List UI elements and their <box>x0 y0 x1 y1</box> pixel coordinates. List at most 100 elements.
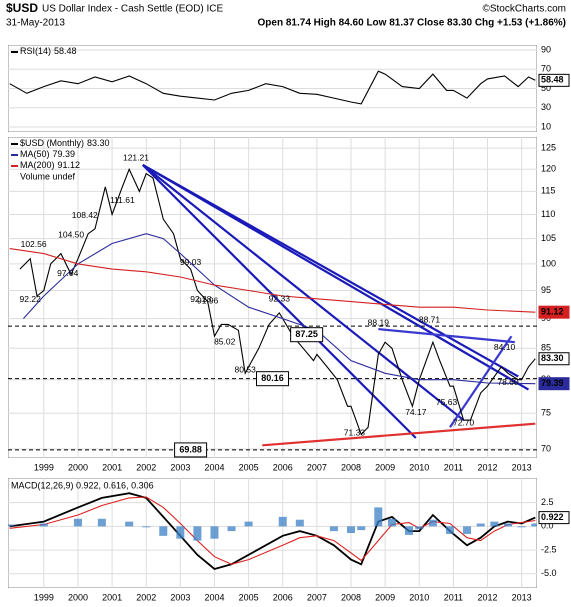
plot-area <box>8 45 537 132</box>
legend-label: $USD (Monthly) 83.30 <box>20 138 110 148</box>
y-tick-label: 125 <box>541 142 556 152</box>
y-tick-label: 10 <box>541 121 551 131</box>
legend-name: RSI(14) <box>20 46 51 56</box>
x-tick-label: 2006 <box>273 462 293 472</box>
x-tick-label: 2013 <box>512 592 532 602</box>
x-tick-label: 2007 <box>307 462 327 472</box>
series-line <box>9 70 536 105</box>
value-box <box>538 377 570 391</box>
y-tick-label: 70 <box>541 443 551 453</box>
y-tick-label: 30 <box>541 102 551 112</box>
point-label: 75.63 <box>436 397 458 407</box>
y-tick-label: 85 <box>541 343 551 353</box>
point-label: 88.71 <box>419 314 441 324</box>
value-box-label: 79.39 <box>541 378 564 388</box>
callout-label: 69.88 <box>179 444 202 454</box>
point-label: 80.53 <box>235 365 257 375</box>
point-label: 91.96 <box>197 296 219 306</box>
histogram-bar <box>405 526 414 535</box>
x-tick-label: 2011 <box>444 592 463 602</box>
x-tick-label: 2004 <box>204 592 224 602</box>
x-tick-label: 2005 <box>239 462 259 472</box>
value-box <box>538 511 570 525</box>
x-tick-label: 1999 <box>34 462 54 472</box>
histogram-bar <box>295 519 304 527</box>
point-label: 71.33 <box>344 428 366 438</box>
y-tick-label: 110 <box>541 209 555 219</box>
x-tick-label: 2007 <box>307 592 327 602</box>
point-label: 102.56 <box>21 239 47 249</box>
y-tick-label: 2.5 <box>541 497 554 507</box>
x-tick-label: 2012 <box>477 462 497 472</box>
histogram-bar <box>476 523 485 527</box>
point-label: 99.03 <box>180 257 202 267</box>
y-tick-label: 90 <box>541 44 551 54</box>
x-tick-label: 2003 <box>170 462 190 472</box>
y-tick-label: 95 <box>541 285 551 295</box>
histogram-bar <box>176 526 185 539</box>
x-tick-label: 1999 <box>34 592 54 602</box>
histogram-bar <box>374 507 383 527</box>
histogram-bar <box>428 519 437 527</box>
x-tick-label: 2002 <box>136 462 156 472</box>
histogram-bar <box>8 524 14 527</box>
legend-label: RSI(14) 58.48 <box>20 46 77 56</box>
legend-name: MA(200) <box>20 160 55 170</box>
legend-value: 79.39 <box>53 149 76 159</box>
histogram-bar <box>463 526 472 534</box>
histogram-bar <box>210 526 219 539</box>
histogram-bar <box>357 526 366 531</box>
plot-area <box>8 478 537 588</box>
x-tick-label: 2005 <box>239 592 259 602</box>
series-line <box>22 233 536 385</box>
legend-label: Volume undef <box>20 171 76 181</box>
value-box <box>538 352 570 366</box>
histogram-bar <box>490 521 499 527</box>
point-label: 92.33 <box>269 294 291 304</box>
index-name: US Dollar Index - Cash Settle (EOD) ICE <box>42 4 223 15</box>
histogram-bar <box>503 523 512 527</box>
panel-frame <box>8 478 537 588</box>
histogram-bar <box>415 526 424 530</box>
histogram-bar <box>227 526 236 532</box>
histogram-bar <box>142 526 151 528</box>
histogram-bar <box>387 518 396 527</box>
x-tick-label: 2009 <box>375 592 395 602</box>
trend-line <box>449 335 513 428</box>
callout-label: 80.16 <box>261 373 284 383</box>
y-tick-label: 115 <box>541 186 555 196</box>
histogram-bar <box>193 526 202 541</box>
x-tick-label: 2013 <box>512 462 532 472</box>
y-tick-label: 105 <box>541 233 556 243</box>
value-box-label: 0.922 <box>541 512 564 522</box>
y-tick-label: 0.0 <box>541 521 554 531</box>
value-box-label: 91.12 <box>541 307 564 317</box>
histogram-bar <box>445 526 454 534</box>
quote: Open 81.74 High 84.60 Low 81.37 Close 83… <box>258 18 566 29</box>
point-label: 92.28 <box>190 294 212 304</box>
histogram-bar <box>329 526 338 532</box>
x-tick-label: 2006 <box>273 592 293 602</box>
legend: MACD(12,26,9) 0.922, 0.616, 0.306 <box>11 480 154 490</box>
plot-area: 121.21 111.61 108.42 104.50 102.56 97.04 92.22… <box>8 137 537 458</box>
x-tick-label: 2009 <box>375 462 395 472</box>
point-label: 84.10 <box>494 342 516 352</box>
legend-value: 91.12 <box>58 160 81 170</box>
y-tick-label: 120 <box>541 164 556 174</box>
callout-box <box>290 327 324 343</box>
x-tick-label: 2008 <box>341 462 361 472</box>
callout-box <box>256 371 289 387</box>
histogram-bar <box>125 521 134 527</box>
value-box <box>538 305 570 319</box>
histogram-bar <box>531 523 537 527</box>
histogram-bar <box>244 521 253 527</box>
x-tick-label: 2010 <box>409 592 429 602</box>
point-label: 72.70 <box>453 418 475 428</box>
point-label: 78.60 <box>497 377 519 387</box>
legend-name: MA(50) <box>20 149 50 159</box>
legend-label: MA(50) 79.39 <box>20 149 75 159</box>
x-tick-label: 2002 <box>136 592 156 602</box>
y-tick-label: 70 <box>541 64 551 74</box>
y-tick-label: 100 <box>541 258 556 268</box>
x-tick-label: 2001 <box>102 462 122 472</box>
